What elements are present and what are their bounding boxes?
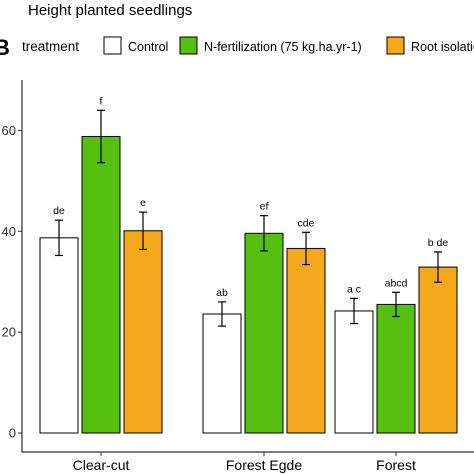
legend-key-2 [179, 36, 198, 55]
significance-label: cde [298, 217, 315, 229]
significance-label: ab [216, 287, 228, 299]
y-tick-label: 20 [2, 325, 16, 340]
bar [39, 237, 79, 434]
significance-label: de [53, 205, 65, 217]
bar [202, 313, 242, 434]
bar [123, 230, 163, 434]
panel-letter: B [0, 35, 10, 60]
significance-label: b de [428, 237, 449, 249]
x-tick-label: Clear-cut [73, 457, 130, 473]
x-tick-label: Forest Egde [226, 457, 302, 473]
bar [334, 310, 374, 434]
bar [418, 266, 458, 434]
legend-label-1: Control [128, 40, 168, 54]
legend-label-3: Root isolation [411, 40, 474, 54]
y-tick-label: 60 [2, 123, 16, 138]
legend-key-1 [103, 36, 122, 55]
legend-key-3 [386, 36, 405, 55]
significance-label: a c [347, 283, 361, 295]
y-tick-label: 40 [2, 224, 16, 239]
legend-title: treatment [22, 39, 79, 54]
plot-area: 0 20 40 60 Clear-cut de f e Forest Egde ab ef cde Fo… [2, 80, 474, 473]
legend-label-2: N-fertilization (75 kg.ha.yr-1) [204, 40, 362, 54]
significance-label: e [140, 197, 146, 209]
bar [81, 135, 121, 434]
bar [376, 303, 416, 434]
chart-title: Height planted seedlings [28, 2, 192, 19]
significance-label: f [100, 95, 103, 107]
y-tick-label: 0 [9, 426, 16, 441]
bar [286, 247, 326, 434]
bar [244, 232, 284, 434]
x-tick-label: Forest [376, 457, 416, 473]
significance-label: ef [260, 201, 269, 213]
significance-label: abcd [385, 277, 408, 289]
legend: treatment Control N-fertilization (75 kg.… [22, 36, 474, 55]
